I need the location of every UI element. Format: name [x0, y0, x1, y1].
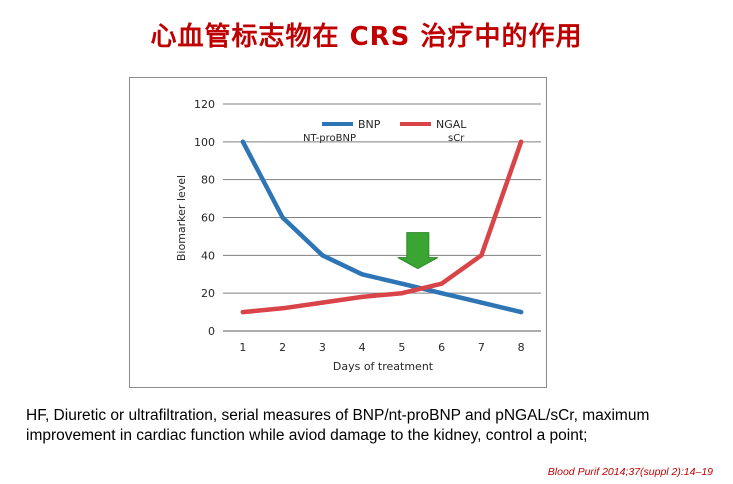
- x-tick-label: 6: [438, 341, 445, 354]
- y-tick-label: 120: [194, 98, 215, 111]
- data-point-ngal: [240, 309, 246, 315]
- series-line-ngal: [240, 139, 524, 315]
- y-axis-label: Biomarker level: [175, 175, 188, 261]
- y-tick-label: 40: [201, 249, 215, 262]
- x-tick-label: 5: [398, 341, 405, 354]
- x-axis-label: Days of treatment: [333, 360, 434, 373]
- y-tick-label: 0: [208, 325, 215, 338]
- slide-caption: HF, Diuretic or ultrafiltration, serial …: [26, 407, 650, 444]
- data-point-ngal: [479, 253, 484, 258]
- x-tick-label: 3: [319, 341, 326, 354]
- x-tick-label: 1: [239, 341, 246, 354]
- x-tick-label: 7: [478, 341, 485, 354]
- data-point-bnp: [240, 139, 246, 145]
- data-point-bnp: [320, 253, 325, 258]
- data-point-bnp: [479, 300, 484, 305]
- legend-sublabel-bnp: NT-proBNP: [303, 133, 356, 144]
- y-tick-label: 20: [201, 287, 215, 300]
- x-tick-label: 4: [359, 341, 366, 354]
- x-tick-label: 8: [518, 341, 525, 354]
- slide-title: 心血管标志物在 CRS 治疗中的作用: [150, 22, 583, 52]
- legend-label-ngal: NGAL: [436, 118, 467, 131]
- biomarker-chart: 0 20 40 60 80 100 120 1 2 3 4 5 6 7 8 Days of treatme…: [175, 98, 541, 373]
- legend: BNP NT-proBNP NGAL sCr: [303, 118, 467, 144]
- y-tick-label: 60: [201, 212, 215, 225]
- x-tick-labels: 1 2 3 4 5 6 7 8: [239, 341, 524, 354]
- citation: Blood Purif 2014;37(suppl 2):14–19: [547, 466, 713, 478]
- data-point-ngal: [359, 294, 365, 300]
- data-point-bnp: [439, 290, 444, 296]
- data-point-bnp: [359, 272, 365, 277]
- annotation: [397, 232, 439, 270]
- data-point-bnp: [399, 281, 405, 286]
- legend-label-bnp: BNP: [358, 118, 381, 131]
- down-arrow-icon: [397, 232, 439, 270]
- grid-lines: [223, 103, 541, 294]
- data-point-bnp: [518, 309, 524, 315]
- series-lines: [240, 139, 524, 315]
- chart-frame: 0 20 40 60 80 100 120 1 2 3 4 5 6 7 8 Days of treatme…: [129, 77, 547, 388]
- data-point-ngal: [439, 281, 444, 286]
- data-point-bnp: [280, 215, 285, 220]
- data-point-ngal: [399, 290, 405, 296]
- data-point-ngal: [320, 300, 325, 305]
- legend-sublabel-ngal: sCr: [448, 133, 465, 144]
- data-point-ngal: [280, 306, 285, 311]
- x-tick-label: 2: [279, 341, 286, 354]
- y-tick-labels: 0 20 40 60 80 100 120: [194, 98, 215, 338]
- series-line-bnp: [240, 139, 524, 315]
- y-tick-label: 100: [194, 136, 215, 149]
- y-tick-label: 80: [201, 174, 215, 187]
- data-point-ngal: [518, 139, 524, 145]
